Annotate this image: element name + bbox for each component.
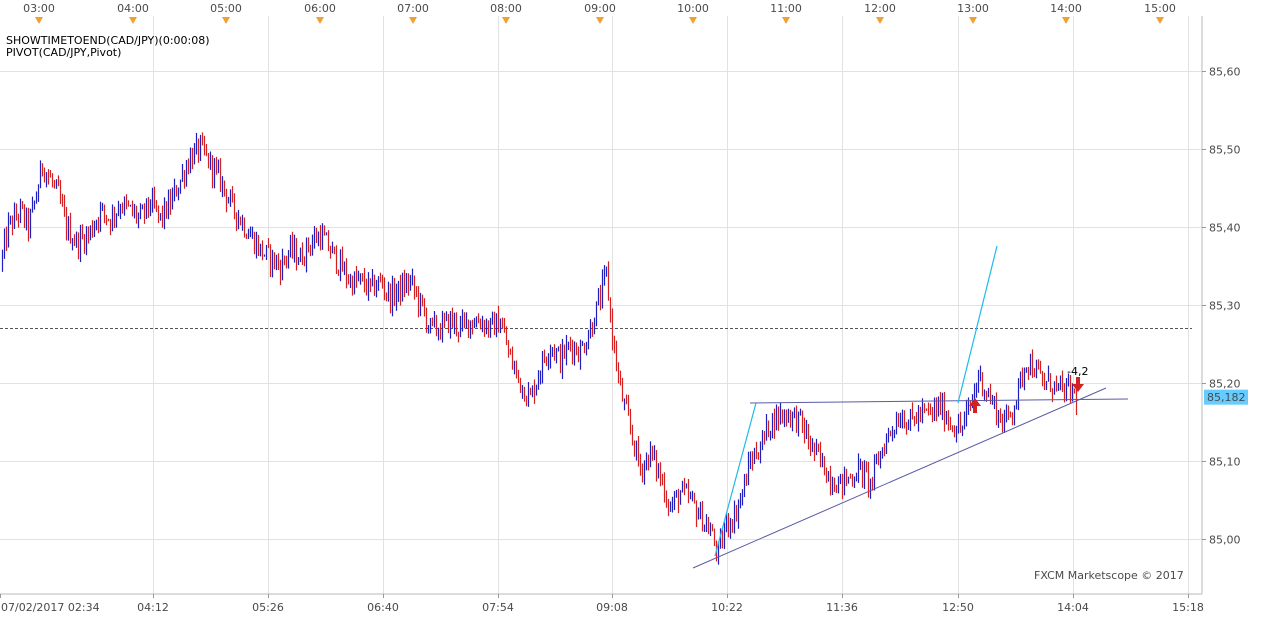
bottom-time-label: 07:54 <box>482 601 514 614</box>
top-time-label: 14:00 <box>1050 2 1082 15</box>
bottom-time-label: 05:26 <box>252 601 284 614</box>
price-tick-label: 85,60 <box>1209 66 1241 79</box>
top-time-label: 04:00 <box>117 2 149 15</box>
signal-arrow-down <box>1072 377 1084 392</box>
projection-line-1[interactable] <box>714 402 757 557</box>
annotation-label: -4,2 <box>1067 365 1088 378</box>
top-time-markers <box>35 17 1164 24</box>
top-time-label: 05:00 <box>210 2 242 15</box>
top-time-label: 13:00 <box>957 2 989 15</box>
bottom-time-label: 12:50 <box>942 601 974 614</box>
price-tick-label: 85,40 <box>1209 222 1241 235</box>
price-tick-label: 85,20 <box>1209 378 1241 391</box>
projection-line-2[interactable] <box>957 245 998 404</box>
ohlc-bars <box>1 132 1078 565</box>
bottom-time-label: 09:08 <box>596 601 628 614</box>
price-tick-label: 85,50 <box>1209 144 1241 157</box>
price-tick-label: 85,30 <box>1209 300 1241 313</box>
top-time-label: 11:00 <box>770 2 802 15</box>
time-marker <box>876 17 884 24</box>
signal-arrow-up <box>969 398 981 413</box>
time-marker <box>782 17 790 24</box>
price-tick-label: 85,10 <box>1209 456 1241 469</box>
time-marker <box>129 17 137 24</box>
price-tick-label: 85,00 <box>1209 534 1241 547</box>
top-time-label: 10:00 <box>677 2 709 15</box>
time-marker <box>502 17 510 24</box>
time-marker <box>689 17 697 24</box>
time-marker <box>316 17 324 24</box>
time-marker <box>1156 17 1164 24</box>
bottom-time-label: 06:40 <box>367 601 399 614</box>
bottom-time-label: 11:36 <box>826 601 858 614</box>
ascending-trendline[interactable] <box>692 387 1107 569</box>
bottom-time-label: 14:04 <box>1057 601 1089 614</box>
time-marker <box>596 17 604 24</box>
top-time-label: 09:00 <box>584 2 616 15</box>
price-axis-labels: 85,60 85,50 85,40 85,30 85,20 85,10 85,00 <box>1202 66 1241 547</box>
top-time-label: 08:00 <box>490 2 522 15</box>
bottom-time-labels: 07/02/2017 02:34 04:12 05:26 06:40 07:54 09:0… <box>0 594 1204 614</box>
time-marker <box>35 17 43 24</box>
current-price-label: 85,182 <box>1207 391 1246 404</box>
bottom-time-label: 07/02/2017 02:34 <box>1 601 100 614</box>
time-marker <box>222 17 230 24</box>
drawn-trendlines[interactable] <box>692 245 1129 569</box>
top-time-labels: 03:00 04:00 05:00 06:00 07:00 08:00 09:00 10:00… <box>23 2 1176 15</box>
time-marker <box>1062 17 1070 24</box>
current-price-tag: 85,182 <box>1204 389 1248 405</box>
neckline[interactable] <box>749 398 1129 404</box>
top-time-label: 07:00 <box>397 2 429 15</box>
watermark: FXCM Marketscope © 2017 <box>1034 569 1184 582</box>
time-marker <box>969 17 977 24</box>
top-time-label: 06:00 <box>304 2 336 15</box>
top-time-axis <box>0 0 1202 16</box>
top-time-label: 12:00 <box>864 2 896 15</box>
indicator-label-2: PIVOT(CAD/JPY,Pivot) <box>6 46 121 59</box>
indicator-label-1: SHOWTIMETOEND(CAD/JPY)(0:00:08) <box>6 34 210 47</box>
top-time-label: 03:00 <box>23 2 55 15</box>
bottom-time-label: 04:12 <box>137 601 169 614</box>
bottom-time-label: 15:18 <box>1172 601 1204 614</box>
time-marker <box>409 17 417 24</box>
bottom-time-label: 10:22 <box>711 601 743 614</box>
top-time-label: 15:00 <box>1144 2 1176 15</box>
